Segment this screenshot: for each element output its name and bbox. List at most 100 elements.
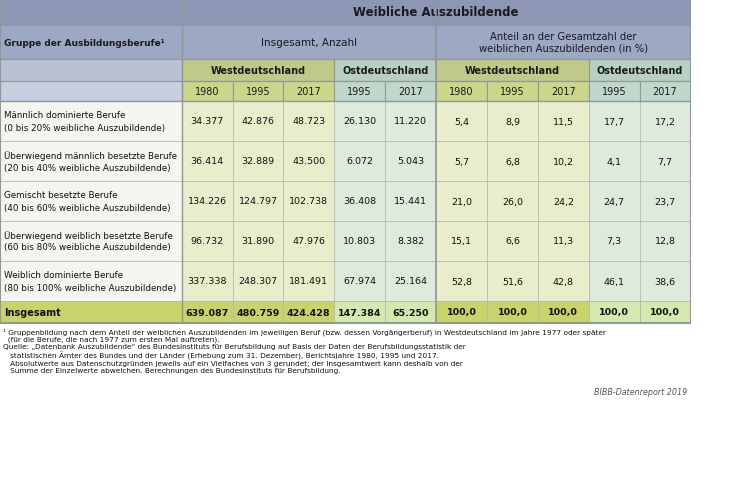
Text: ¹ Gruppenbildung nach dem Anteil der weiblichen Auszubildenden im jeweiligen Ber: ¹ Gruppenbildung nach dem Anteil der wei… — [3, 327, 606, 342]
Bar — [0, 0, 182, 26]
Bar — [436, 26, 691, 60]
Bar — [182, 26, 436, 60]
Text: 1980: 1980 — [449, 87, 474, 97]
Bar — [538, 222, 589, 261]
Text: 15.441: 15.441 — [394, 197, 427, 206]
Bar — [436, 102, 487, 142]
Bar — [538, 261, 589, 302]
Text: 6.072: 6.072 — [346, 157, 373, 166]
Bar — [0, 26, 182, 60]
Text: 52,8: 52,8 — [451, 277, 472, 286]
Bar — [487, 142, 538, 182]
Text: 42.876: 42.876 — [242, 117, 274, 126]
Text: 6,6: 6,6 — [505, 237, 520, 246]
Text: 11.220: 11.220 — [394, 117, 427, 126]
Bar — [182, 60, 334, 82]
Text: Insgesamt: Insgesamt — [4, 307, 61, 318]
Bar — [233, 182, 283, 222]
Bar — [182, 261, 233, 302]
Text: 17,7: 17,7 — [604, 117, 625, 126]
Text: 2017: 2017 — [296, 87, 321, 97]
Text: 5,7: 5,7 — [454, 157, 469, 166]
Bar — [233, 222, 283, 261]
Text: Gruppe der Ausbildungsberufe¹: Gruppe der Ausbildungsberufe¹ — [4, 38, 164, 47]
Text: 1995: 1995 — [500, 87, 525, 97]
Bar — [538, 82, 589, 102]
Bar — [334, 261, 385, 302]
Bar — [487, 182, 538, 222]
Text: Überwiegend weiblich besetzte Berufe: Überwiegend weiblich besetzte Berufe — [4, 230, 172, 241]
Text: 36.414: 36.414 — [191, 157, 223, 166]
Bar — [589, 182, 639, 222]
Bar — [538, 102, 589, 142]
Bar — [283, 102, 334, 142]
Bar — [385, 302, 436, 323]
Bar — [487, 82, 538, 102]
Text: Gemischt besetzte Berufe: Gemischt besetzte Berufe — [4, 191, 118, 200]
Text: 46,1: 46,1 — [604, 277, 625, 286]
Text: 5,4: 5,4 — [454, 117, 469, 126]
Text: 4,1: 4,1 — [607, 157, 622, 166]
Text: 36.408: 36.408 — [343, 197, 376, 206]
Bar — [0, 82, 182, 102]
Bar — [0, 60, 182, 82]
Bar — [487, 102, 538, 142]
Text: 65.250: 65.250 — [393, 308, 429, 317]
Text: 100,0: 100,0 — [650, 308, 680, 317]
Text: 102.738: 102.738 — [289, 197, 329, 206]
Bar — [182, 82, 233, 102]
Text: 24,2: 24,2 — [553, 197, 574, 206]
Bar — [436, 222, 487, 261]
Bar — [639, 182, 691, 222]
Text: 11,3: 11,3 — [553, 237, 574, 246]
Text: Westdeutschland: Westdeutschland — [465, 66, 560, 76]
Text: 124.797: 124.797 — [239, 197, 277, 206]
Bar — [589, 102, 639, 142]
Text: (60 bis 80% weibliche Auszubildende): (60 bis 80% weibliche Auszubildende) — [4, 243, 171, 252]
Text: 5.043: 5.043 — [397, 157, 424, 166]
Text: 147.384: 147.384 — [338, 308, 382, 317]
Text: Westdeutschland: Westdeutschland — [210, 66, 306, 76]
Text: 43.500: 43.500 — [292, 157, 326, 166]
Bar — [589, 82, 639, 102]
Bar — [487, 222, 538, 261]
Bar — [589, 142, 639, 182]
Text: 8,9: 8,9 — [505, 117, 520, 126]
Bar — [283, 182, 334, 222]
Bar — [233, 102, 283, 142]
Bar — [0, 302, 182, 323]
Text: 248.307: 248.307 — [239, 277, 277, 286]
Text: 24,7: 24,7 — [604, 197, 625, 206]
Bar — [283, 82, 334, 102]
Text: 38,6: 38,6 — [655, 277, 676, 286]
Text: 17,2: 17,2 — [655, 117, 675, 126]
Text: 10.803: 10.803 — [343, 237, 376, 246]
Text: Ostdeutschland: Ostdeutschland — [342, 66, 429, 76]
Bar — [639, 102, 691, 142]
Bar — [436, 60, 589, 82]
Text: 67.974: 67.974 — [343, 277, 376, 286]
Bar — [334, 302, 385, 323]
Text: 100,0: 100,0 — [447, 308, 477, 317]
Bar — [233, 261, 283, 302]
Text: 15,1: 15,1 — [451, 237, 472, 246]
Bar — [0, 261, 182, 302]
Bar — [182, 222, 233, 261]
Bar — [283, 261, 334, 302]
Bar — [182, 142, 233, 182]
Text: Weibliche Auszubildende: Weibliche Auszubildende — [353, 6, 519, 19]
Bar — [436, 261, 487, 302]
Bar — [0, 102, 182, 142]
Bar — [182, 182, 233, 222]
Text: 7,3: 7,3 — [607, 237, 622, 246]
Bar — [0, 182, 182, 222]
Bar — [182, 302, 233, 323]
Bar — [385, 142, 436, 182]
Text: (0 bis 20% weibliche Auszubildende): (0 bis 20% weibliche Auszubildende) — [4, 123, 165, 132]
Bar — [334, 60, 436, 82]
Text: 1995: 1995 — [347, 87, 372, 97]
Text: Weiblich dominierte Berufe: Weiblich dominierte Berufe — [4, 271, 123, 280]
Text: 2017: 2017 — [551, 87, 576, 97]
Bar — [385, 261, 436, 302]
Text: 7,7: 7,7 — [658, 157, 672, 166]
